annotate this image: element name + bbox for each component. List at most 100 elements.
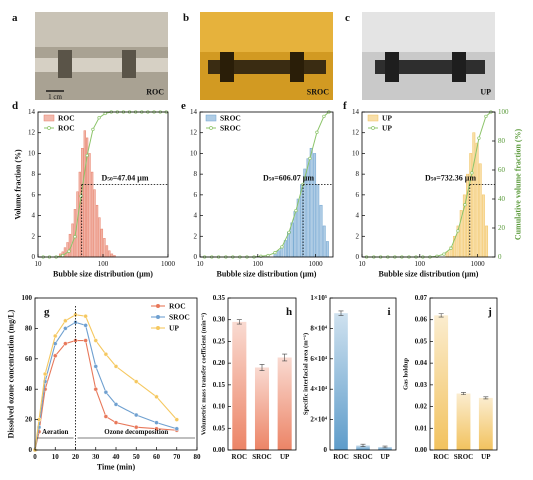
legend-swatch bbox=[43, 114, 55, 122]
y-tick-label: 14 bbox=[28, 108, 36, 116]
series-marker bbox=[113, 402, 119, 407]
y-tick-label: 0.07 bbox=[415, 294, 428, 302]
panel-label: d bbox=[12, 100, 18, 112]
cumulative-marker bbox=[85, 153, 89, 158]
legend-label: ROC bbox=[58, 124, 75, 133]
panel-label: e bbox=[181, 100, 186, 112]
legend-label: SROC bbox=[220, 124, 241, 133]
connector bbox=[220, 52, 234, 82]
bar bbox=[478, 163, 482, 258]
cumulative-marker bbox=[308, 156, 312, 161]
plot-frame bbox=[227, 297, 297, 451]
y-tick-label: 0 bbox=[29, 446, 33, 454]
legend-marker bbox=[371, 126, 375, 130]
y-tick-label: 8 bbox=[356, 170, 360, 178]
bar bbox=[95, 204, 99, 258]
bar bbox=[472, 132, 476, 258]
bar bbox=[466, 173, 469, 258]
legend-marker bbox=[156, 304, 160, 308]
series-marker bbox=[174, 426, 179, 431]
bar bbox=[322, 225, 326, 258]
cumulative-marker bbox=[103, 111, 107, 116]
series-marker bbox=[103, 414, 109, 419]
bar bbox=[283, 240, 287, 258]
bar bbox=[93, 189, 96, 258]
y-tick-label: 4×10⁴ bbox=[310, 385, 327, 393]
error-bar bbox=[360, 443, 366, 447]
bar bbox=[277, 357, 292, 450]
cumulative-marker bbox=[280, 245, 284, 249]
y-tick-label: 4 bbox=[356, 212, 360, 220]
annotation: Ozone decomposition bbox=[104, 428, 168, 436]
photo-a bbox=[35, 12, 168, 100]
photo-light bbox=[35, 12, 168, 47]
bar bbox=[469, 153, 473, 258]
y-tick-label: 2 bbox=[194, 232, 198, 240]
plot-frame bbox=[199, 111, 334, 258]
bar bbox=[83, 130, 86, 258]
annotation: Aeration bbox=[42, 428, 69, 436]
axis-label: Gas holdup bbox=[403, 358, 410, 390]
cumulative-marker bbox=[294, 208, 298, 213]
bar bbox=[293, 211, 297, 258]
photo-name: ROC bbox=[146, 88, 164, 97]
connector bbox=[290, 52, 304, 82]
bar bbox=[296, 198, 300, 258]
y-tick-label: 0.06 bbox=[415, 316, 428, 324]
series-marker bbox=[83, 338, 88, 343]
x-tick-label: UP bbox=[280, 453, 290, 461]
connector bbox=[58, 50, 72, 78]
x-tick-label: 40 bbox=[113, 453, 121, 461]
plot-frame bbox=[429, 297, 498, 451]
annotation-text: =47.04 μm bbox=[113, 173, 149, 182]
bar bbox=[66, 242, 69, 258]
y2-tick-label: 0 bbox=[498, 253, 502, 261]
annotation-text: =606.07 μm bbox=[274, 173, 314, 182]
axis-label: Volumetric mass transfer coefficient (mi… bbox=[201, 313, 208, 435]
cumulative-line bbox=[366, 111, 492, 258]
series-marker bbox=[83, 314, 88, 319]
x-tick-label: 10 bbox=[52, 453, 60, 461]
annotation: D50=732.36 μm bbox=[425, 173, 476, 183]
series-marker bbox=[134, 425, 139, 430]
x-axis-label: Time (min) bbox=[97, 463, 136, 472]
cumulative-marker bbox=[322, 114, 326, 118]
cumulative-marker bbox=[484, 114, 488, 118]
bar bbox=[356, 445, 370, 450]
y2-tick-label: 60 bbox=[498, 166, 506, 174]
y-tick-label: 60 bbox=[25, 355, 33, 363]
series-marker bbox=[154, 394, 159, 399]
y-tick-label: 0.05 bbox=[415, 337, 428, 345]
annotation: D50=606.07 μm bbox=[263, 173, 314, 183]
x-tick-label: ROC bbox=[333, 453, 349, 461]
annotation: D50=47.04 μm bbox=[101, 173, 148, 183]
error-bar bbox=[382, 445, 388, 449]
cumulative-marker bbox=[477, 136, 481, 140]
x-tick-label: SROC bbox=[353, 453, 372, 461]
y-tick-label: 12 bbox=[28, 129, 36, 137]
y-tick-label: 0.02 bbox=[415, 403, 428, 411]
y-tick-label: 6 bbox=[194, 191, 198, 199]
x-tick-label: 10 bbox=[197, 260, 205, 268]
y-tick-label: 6 bbox=[356, 191, 360, 199]
series-marker bbox=[63, 318, 68, 323]
legend-label: ROC bbox=[169, 302, 186, 311]
error-bar bbox=[259, 364, 265, 371]
bar bbox=[108, 250, 111, 258]
y-tick-label: 0.04 bbox=[415, 359, 428, 367]
error-bar bbox=[483, 396, 489, 400]
annotation-sub: 50 bbox=[107, 177, 113, 183]
cumulative-marker bbox=[73, 235, 77, 239]
panel-label: b bbox=[183, 12, 189, 24]
y-tick-label: 12 bbox=[190, 129, 198, 137]
y-tick-label: 80 bbox=[25, 324, 33, 332]
bar bbox=[110, 253, 114, 258]
x-tick-label: 30 bbox=[92, 453, 100, 461]
photo-c bbox=[362, 12, 495, 100]
y-tick-label: 10 bbox=[190, 149, 198, 157]
x-tick-label: 100 bbox=[415, 260, 426, 268]
cumulative-marker bbox=[449, 246, 453, 250]
photo-name: UP bbox=[480, 88, 491, 97]
legend-label: UP bbox=[382, 124, 392, 133]
x-tick-label: UP bbox=[380, 453, 390, 461]
